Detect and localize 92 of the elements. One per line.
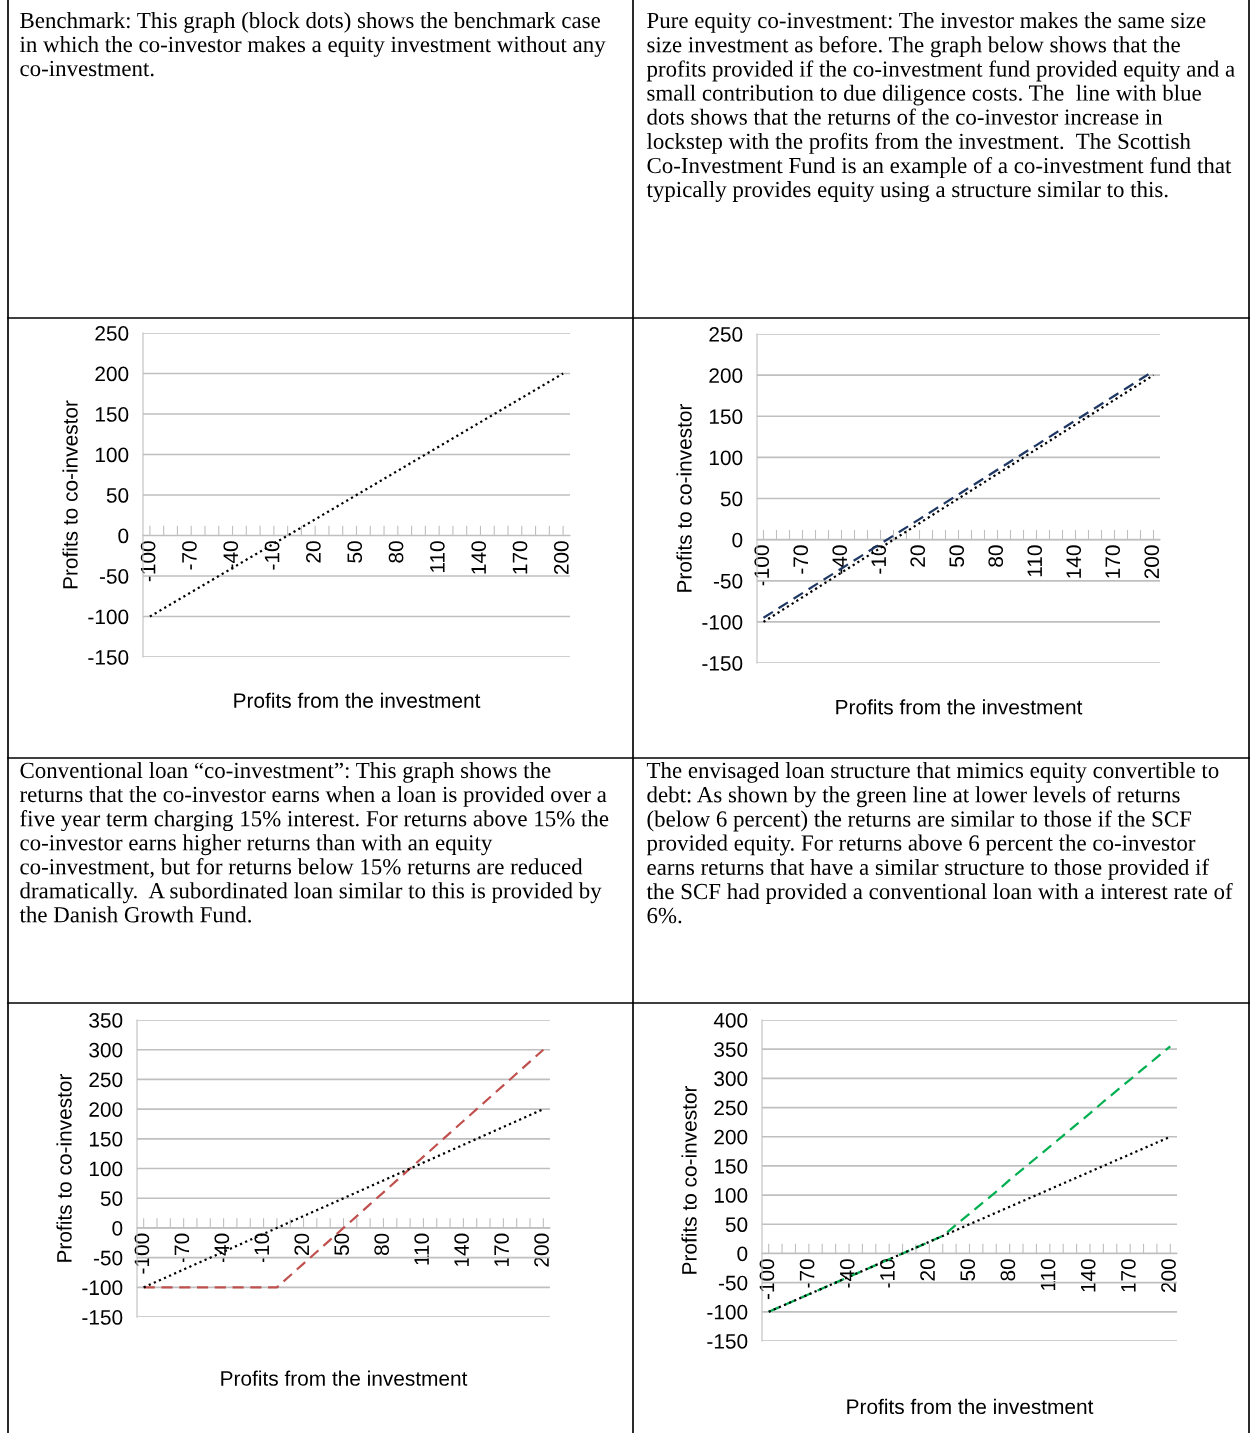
y-tick-label: 0 — [118, 528, 129, 544]
x-tick-label: 200 — [1144, 545, 1160, 579]
x-tick-label: 50 — [334, 1233, 350, 1256]
text: Benchmark: This graph (block dots) shows the benchmark case in which the co-investor makes a equity investment without any co-investment. — [19, 12, 606, 77]
y-tick-label: 250 — [709, 327, 743, 342]
x-tick-label: 200 — [534, 1233, 549, 1267]
y-tick-label: 350 — [714, 1042, 748, 1057]
x-tick-label: -70 — [793, 545, 809, 574]
x-tick-label: -70 — [799, 1259, 815, 1288]
y-tick-label: 400 — [713, 1013, 748, 1028]
x-tick-label: 110 — [1027, 545, 1043, 577]
y-tick-label: 50 — [720, 491, 743, 507]
x-tick-label: 20 — [910, 545, 926, 567]
x-tick-label: -100 — [140, 541, 156, 582]
y-tick-label: -50 — [93, 1250, 123, 1266]
x-tick-label: 170 — [1105, 545, 1121, 578]
x-tick-label: -70 — [174, 1233, 190, 1262]
x-tick-label: 140 — [1066, 545, 1082, 578]
y-tick-label: 200 — [714, 1129, 748, 1145]
x-tick-label: -40 — [214, 1233, 230, 1262]
x-axis-title: Profits from the investment — [221, 1370, 468, 1386]
y-tick-label: 200 — [95, 366, 129, 382]
y-tick-label: 150 — [714, 1158, 748, 1174]
x-tick-label: -40 — [832, 545, 848, 574]
y-tick-label: 100 — [709, 450, 743, 466]
x-tick-label: -40 — [223, 541, 239, 570]
x-axis-title: Profits from the investment — [847, 1398, 1094, 1415]
y-tick-label: 100 — [95, 447, 129, 463]
x-axis-title: Profits from the investment — [234, 692, 481, 708]
y-tick-label: 0 — [112, 1220, 123, 1236]
y-tick-label: 250 — [95, 326, 129, 341]
y-axis-title: Profits to co-investor — [676, 403, 692, 592]
x-tick-label: 50 — [949, 545, 965, 567]
y-tick-label: -100 — [702, 614, 743, 630]
y-tick-label: 250 — [714, 1100, 748, 1116]
text: Conventional loan “co-investment”: This graph shows the returns that the co-investor earns when a loan is provided over a five year term charging 15% interest. For returns above 15% the co-investor earns higher returns than with an equity co-investment, but for returns below 15% returns are reduced dramatically. A subordinated loan similar to this is provided by the Danish Growth Fund. — [19, 762, 609, 923]
x-tick-label: 20 — [920, 1259, 935, 1281]
y-tick-label: -150 — [707, 1334, 748, 1349]
x-tick-label: 20 — [294, 1233, 310, 1255]
x-tick-label: 80 — [374, 1233, 390, 1256]
y-tick-label: -100 — [707, 1304, 748, 1320]
x-tick-label: -10 — [264, 541, 280, 570]
y-tick-label: -50 — [718, 1275, 748, 1291]
y-tick-label: 350 — [89, 1013, 123, 1028]
x-tick-label: -10 — [254, 1233, 270, 1262]
y-tick-label: 0 — [732, 532, 743, 548]
y-tick-label: 150 — [95, 407, 129, 422]
y-tick-label: 150 — [709, 409, 743, 425]
x-tick-label: 80 — [1000, 1259, 1016, 1281]
x-tick-label: -40 — [839, 1259, 855, 1288]
x-tick-label: 140 — [454, 1233, 469, 1266]
x-tick-label: 140 — [1080, 1259, 1096, 1292]
x-tick-label: 50 — [347, 541, 363, 563]
y-tick-label: 150 — [89, 1131, 123, 1147]
y-axis-title: Profits to co-investor — [56, 1073, 72, 1262]
y-axis-title: Profits to co-investor — [681, 1085, 697, 1274]
x-tick-label: 80 — [988, 545, 1004, 567]
x-tick-label: 50 — [960, 1259, 976, 1281]
y-tick-label: 100 — [89, 1161, 123, 1177]
y-axis-title: Profits to co-investor — [62, 400, 78, 589]
y-tick-label: 50 — [725, 1217, 748, 1233]
x-tick-label: 170 — [512, 541, 528, 574]
x-tick-label: 140 — [471, 541, 487, 574]
x-tick-label: 170 — [494, 1233, 509, 1266]
x-tick-label: 170 — [1120, 1259, 1136, 1292]
y-tick-label: 250 — [89, 1072, 123, 1088]
x-tick-label: 110 — [1040, 1259, 1056, 1290]
x-tick-label: -100 — [759, 1259, 775, 1300]
x-tick-label: 80 — [388, 541, 404, 563]
text: Pure equity co-investment: The investor makes the same size size investment as before. The graph below shows that the profits provided if the co-investment fund provided equity and a small contribution to due diligence costs. The line with blue dots shows that the returns of the co-investor increase in lockstep with the profits from the investment. The Scottish Co-Investment Fund is an example of a co-investment fund that typically provides equity using a structure similar to this. — [646, 12, 1235, 202]
y-tick-label: 50 — [100, 1191, 123, 1206]
y-tick-label: 300 — [714, 1071, 748, 1087]
y-tick-label: -50 — [99, 569, 129, 584]
y-tick-label: 300 — [89, 1042, 123, 1058]
y-tick-label: 50 — [106, 488, 129, 503]
x-tick-label: 200 — [553, 541, 569, 575]
x-tick-label: 200 — [1161, 1259, 1176, 1293]
x-tick-label: 110 — [429, 541, 445, 573]
y-tick-label: 200 — [89, 1102, 123, 1117]
y-tick-label: -150 — [82, 1310, 123, 1325]
x-axis-title: Profits from the investment — [836, 699, 1083, 715]
y-tick-label: -150 — [88, 650, 129, 665]
x-tick-label: 110 — [414, 1233, 430, 1265]
y-tick-label: 100 — [714, 1188, 748, 1203]
y-tick-label: 0 — [737, 1246, 748, 1262]
y-tick-label: -100 — [88, 609, 129, 625]
y-tick-label: 200 — [709, 368, 743, 383]
y-tick-label: -150 — [702, 656, 743, 671]
y-tick-label: -50 — [713, 573, 743, 589]
x-tick-label: 20 — [306, 541, 321, 563]
x-tick-label: -70 — [182, 541, 197, 570]
text: The envisaged loan structure that mimics equity convertible to debt: As shown by the green line at lower levels of returns (below 6 percent) the returns are similar to those if the SCF provided equity. For returns above 6 percent the co-investor earns returns that have a similar structure to those provided if the SCF had provided a conventional loan with a interest rate of 6%. — [646, 762, 1233, 924]
